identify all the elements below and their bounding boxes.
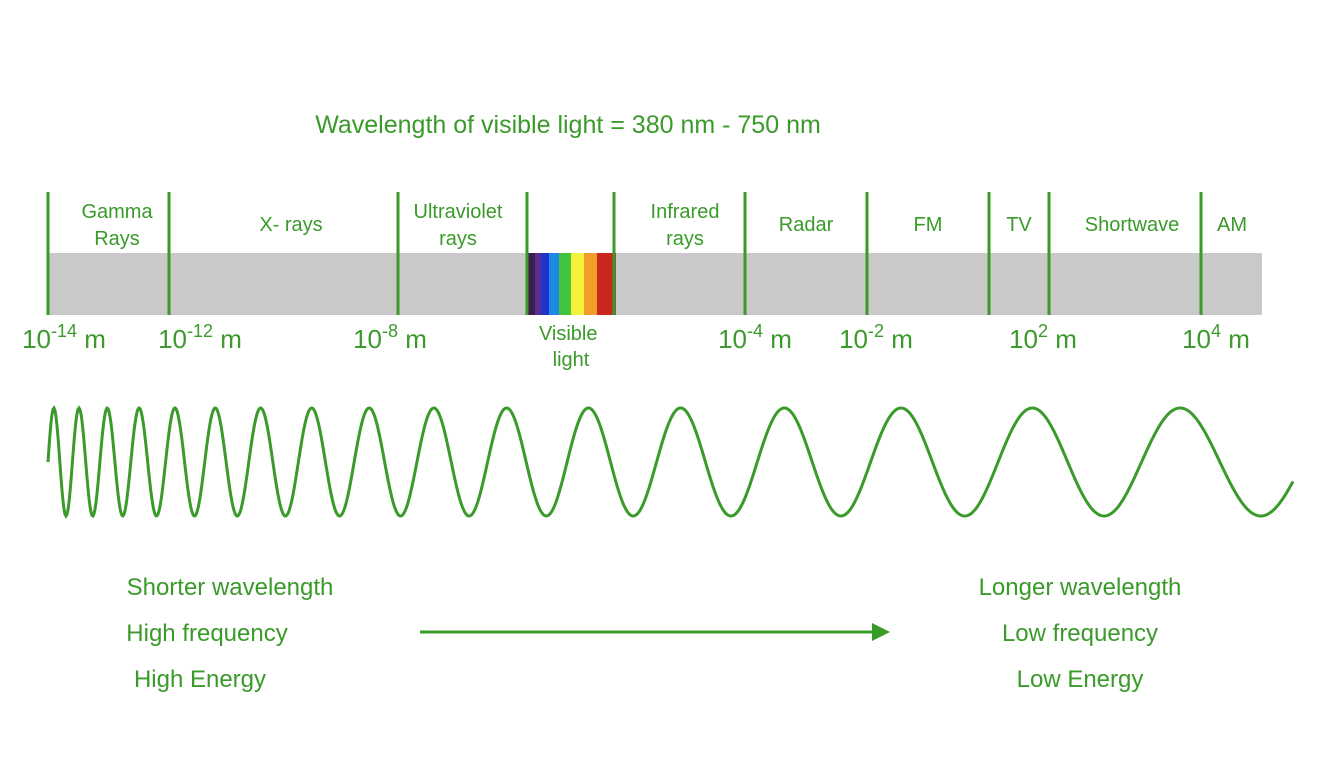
right-caption-energy: Low Energy [1017, 666, 1144, 693]
visible-light-spectrum [527, 253, 616, 315]
wavelength-label-unit: m [1221, 324, 1250, 354]
visible-spectrum-stripe [535, 253, 541, 315]
wavelength-label-exponent: -2 [868, 321, 884, 341]
wavelength-label-base: 10 [718, 324, 747, 354]
region-label-gamma: Gamma Rays [81, 201, 153, 250]
region-label-shortwave: Shortwave [1085, 214, 1180, 236]
wavelength-label-exponent: -14 [51, 321, 77, 341]
wavelength-label-e4: 104 m [1182, 321, 1250, 354]
region-dividers [46, 192, 1203, 315]
visible-spectrum-stripe [597, 253, 616, 315]
wavelength-label-e2: 102 m [1009, 321, 1077, 354]
wavelength-label-unit: m [1048, 324, 1077, 354]
left-caption-frequency: High frequency [126, 620, 287, 647]
visible-light-label: Visible light [539, 323, 603, 371]
wavelength-label-exponent: -4 [747, 321, 763, 341]
right-caption-frequency: Low frequency [1002, 620, 1158, 647]
wavelength-label-base: 10 [839, 324, 868, 354]
spectrum-band [48, 253, 1262, 315]
wavelength-label-exponent: 2 [1038, 321, 1048, 341]
wavelength-label-unit: m [884, 324, 913, 354]
wavelength-label-exponent: 4 [1211, 321, 1221, 341]
wavelength-label-base: 10 [1182, 324, 1211, 354]
wavelength-label-base: 10 [1009, 324, 1038, 354]
wavelength-label-base: 10 [353, 324, 382, 354]
wavelength-label-unit: m [763, 324, 792, 354]
visible-spectrum-stripe [527, 253, 535, 315]
wavelength-label-unit: m [398, 324, 427, 354]
region-label-line2: Rays [94, 228, 140, 250]
wavelength-label-e-2: 10-2 m [839, 321, 913, 354]
visible-light-label-line2: light [553, 349, 590, 371]
visible-spectrum-stripe [584, 253, 597, 315]
left-caption-wavelength: Shorter wavelength [127, 574, 334, 601]
wavelength-label-unit: m [77, 324, 106, 354]
region-label-line2: rays [666, 228, 704, 250]
wavelength-label-e-4: 10-4 m [718, 321, 792, 354]
region-label-line1: Ultraviolet [414, 201, 503, 223]
right-caption-wavelength: Longer wavelength [979, 574, 1182, 601]
region-label-radar: Radar [779, 214, 834, 236]
region-label-line1: Infrared [651, 201, 720, 223]
region-label-infrared: Infrared rays [651, 201, 720, 250]
wavelength-label-exponent: -8 [382, 321, 398, 341]
region-label-am: AM [1217, 214, 1247, 236]
wavelength-scale-labels: 10-14 m 10-12 m 10-8 m 10-4 m 10-2 m 102 m 104… [22, 321, 1250, 354]
wavelength-label-exponent: -12 [187, 321, 213, 341]
visible-spectrum-stripe [541, 253, 549, 315]
visible-spectrum-stripe [559, 253, 571, 315]
wave-illustration [46, 405, 1295, 519]
region-label-xrays: X- rays [259, 214, 322, 236]
wavelength-label-base: 10 [22, 324, 51, 354]
region-label-line2: rays [439, 228, 477, 250]
region-label-tv: TV [1006, 214, 1032, 236]
wavelength-label-e-12: 10-12 m [158, 321, 242, 354]
wavelength-label-unit: m [213, 324, 242, 354]
region-label-line1: Gamma [81, 201, 153, 223]
region-label-fm: FM [914, 214, 943, 236]
region-label-ultraviolet: Ultraviolet rays [414, 201, 503, 250]
wavelength-label-base: 10 [158, 324, 187, 354]
diagram-title: Wavelength of visible light = 380 nm - 7… [315, 111, 821, 139]
wavelength-label-e-8: 10-8 m [353, 321, 427, 354]
region-labels: Gamma Rays X- rays Ultraviolet rays Infrared r… [81, 201, 1247, 250]
left-caption-energy: High Energy [134, 666, 266, 693]
wavelength-label-e-14: 10-14 m [22, 321, 106, 354]
visible-spectrum-stripe [571, 253, 584, 315]
direction-arrow [420, 623, 890, 641]
visible-spectrum-stripe [549, 253, 559, 315]
visible-light-label-line1: Visible [539, 323, 598, 345]
